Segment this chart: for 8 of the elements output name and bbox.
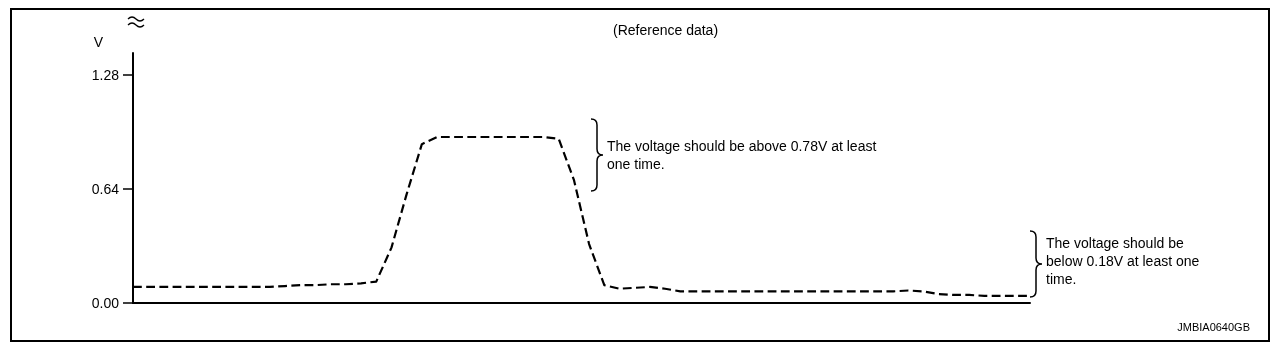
y-axis-title: V	[93, 34, 104, 51]
y-tick-label: 0.64	[91, 180, 120, 197]
text: The voltage should be below 0.18V at least one time.	[1046, 234, 1201, 288]
chart-title: (Reference data)	[613, 22, 719, 38]
text: JMBIA0640GB	[1176, 320, 1250, 335]
annotation: The voltage should be above 0.78V at least one time.	[607, 137, 877, 173]
y-tick-label: 0.00	[91, 295, 120, 311]
y-tick-label: 1.28	[91, 66, 120, 83]
